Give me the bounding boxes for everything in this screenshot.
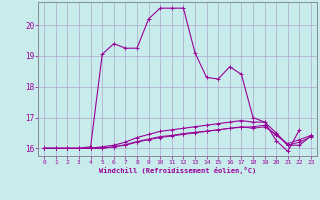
X-axis label: Windchill (Refroidissement éolien,°C): Windchill (Refroidissement éolien,°C) [99, 167, 256, 174]
